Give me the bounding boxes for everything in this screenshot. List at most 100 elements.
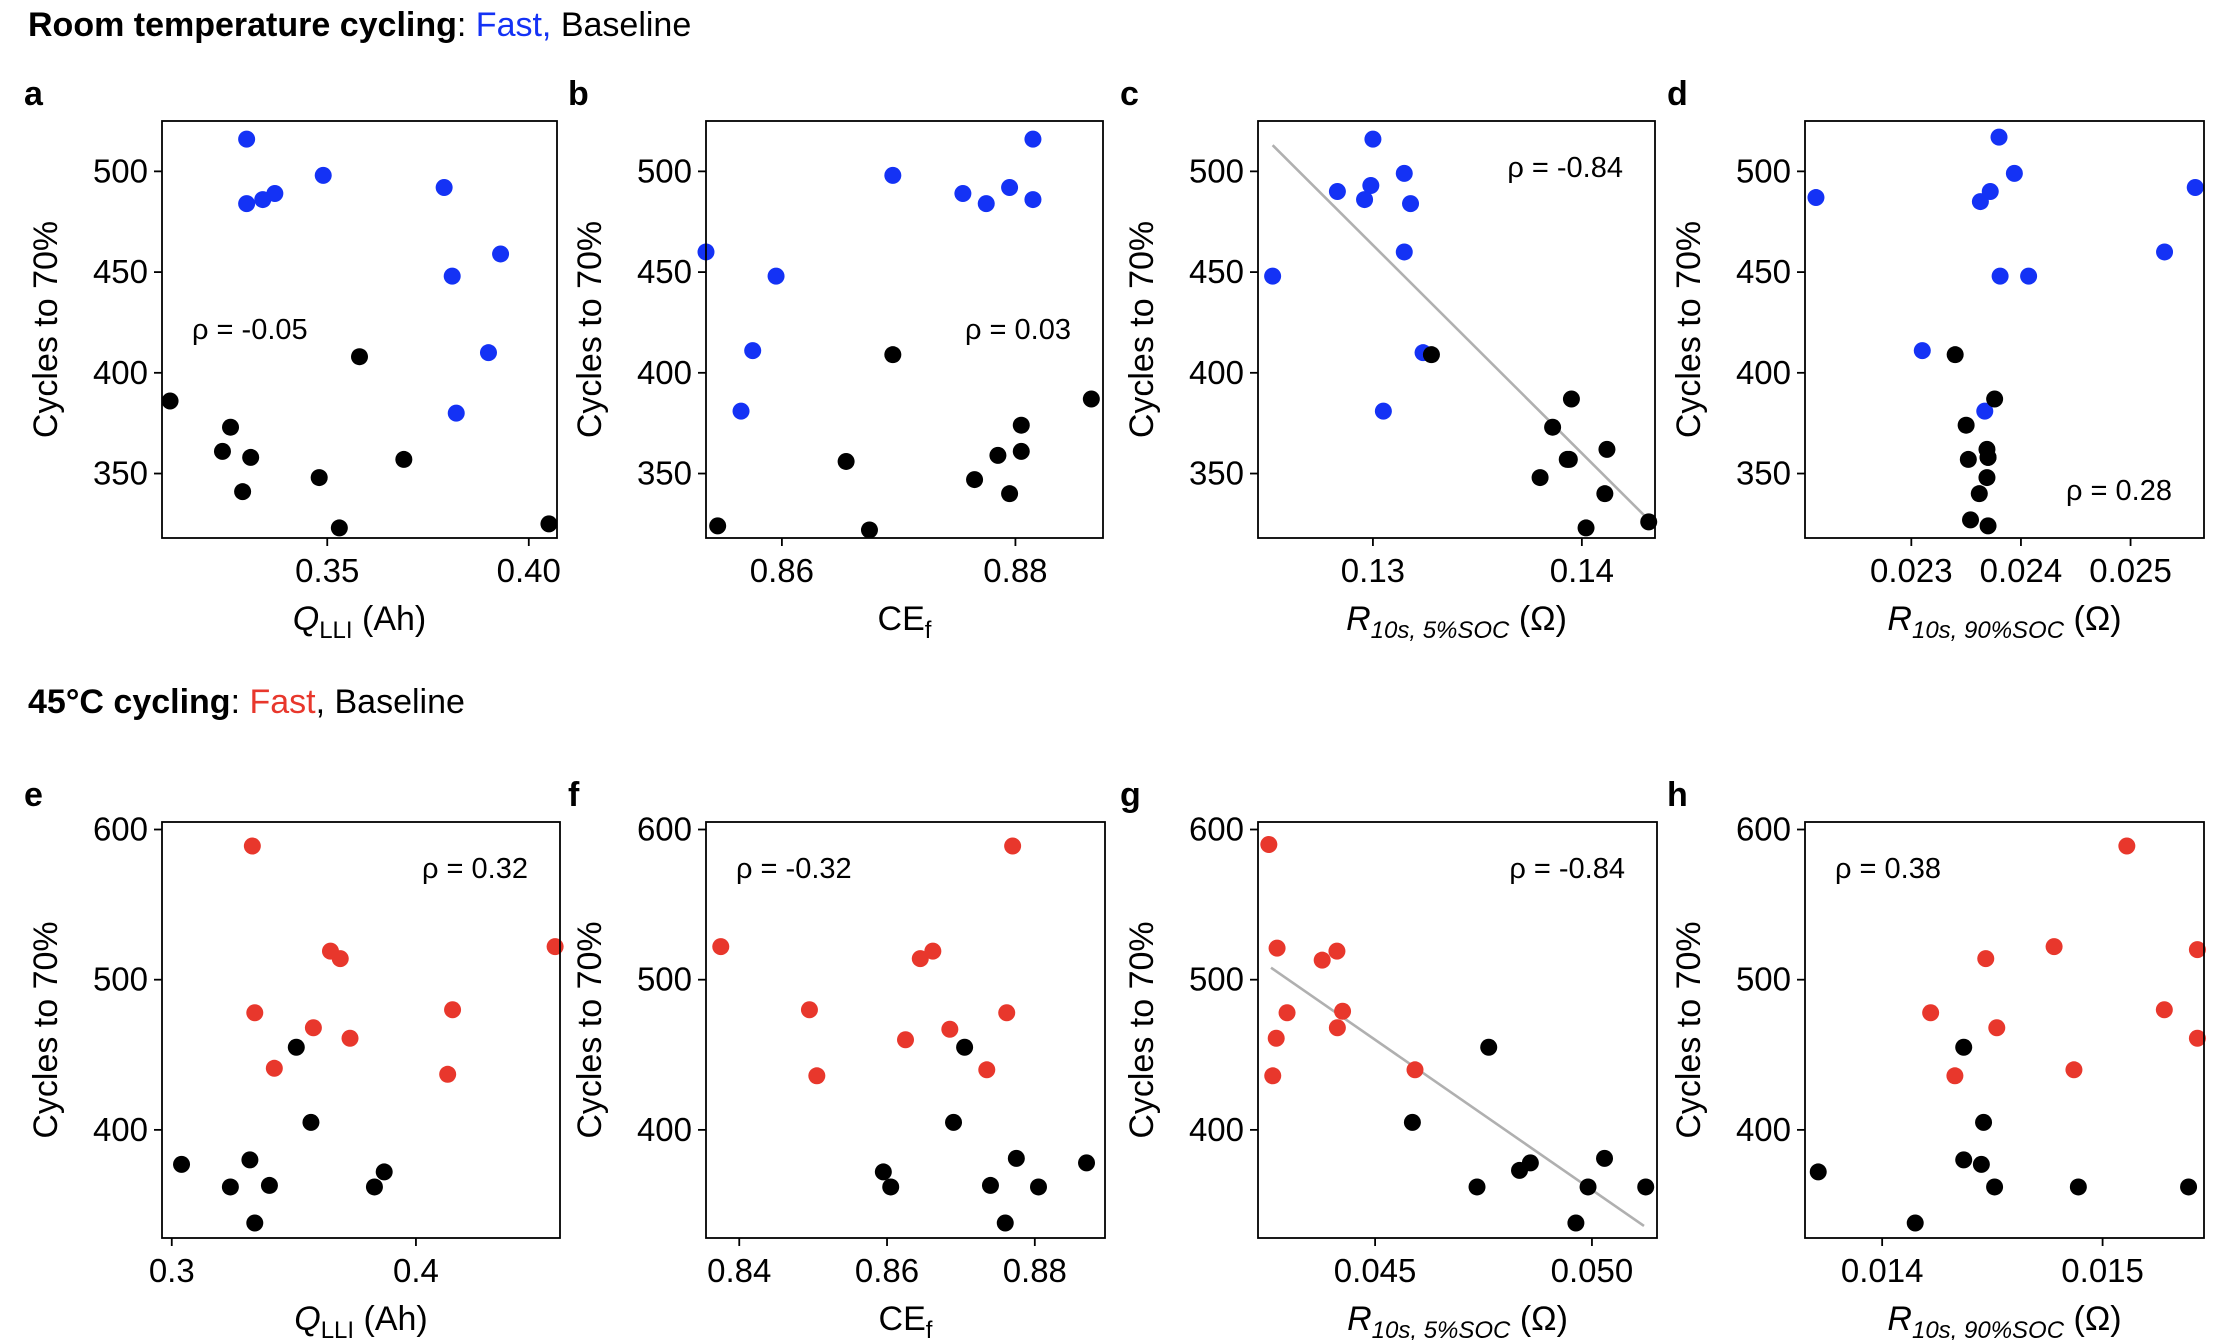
y-axis-label: Cycles to 70%	[1670, 921, 1708, 1138]
point-baseline	[989, 446, 1007, 464]
point-fast	[492, 245, 510, 263]
point-fast	[546, 938, 564, 956]
panel-a: a 350 400 450 500 0.35 0.40 Cycles to 70% QLLI (…	[24, 75, 561, 644]
y-tick-label: 400	[1189, 354, 1244, 391]
panel-e: e 400 500 600 0.3 0.4 Cycles to 70% QLLI (Ah) ρ …	[24, 776, 564, 1340]
y-tick-label: 500	[1736, 152, 1791, 189]
point-fast	[439, 1065, 457, 1083]
y-tick-label: 350	[1189, 455, 1244, 492]
point-baseline	[1955, 1151, 1973, 1169]
point-fast	[2188, 1029, 2206, 1047]
point-fast	[767, 267, 785, 285]
point-baseline	[242, 448, 260, 466]
point-baseline	[330, 519, 348, 537]
x-axis-label: R10s, 5%SOC (Ω)	[1346, 600, 1567, 644]
point-baseline	[1959, 450, 1977, 468]
point-baseline	[1078, 1154, 1096, 1172]
y-tick-label: 400	[637, 354, 692, 391]
y-tick-label: 500	[1189, 961, 1244, 998]
correlation-annotation: ρ = -0.84	[1507, 152, 1623, 184]
point-fast	[1328, 942, 1346, 960]
y-axis-label: Cycles to 70%	[1670, 221, 1708, 438]
point-fast	[2188, 941, 2206, 959]
row-title-room-temperature: Room temperature cycling: Fast, Baseline	[28, 6, 691, 45]
x-axis-label-main: R	[1347, 1300, 1372, 1338]
point-baseline	[161, 392, 179, 410]
x-axis-label-subscript: LLI	[319, 617, 352, 644]
point-fast	[884, 166, 902, 184]
x-axis-label-subscript: 10s, 5%SOC	[1371, 617, 1510, 644]
correlation-annotation: ρ = -0.84	[1509, 853, 1625, 885]
point-fast	[331, 950, 349, 968]
x-axis-label: R10s, 5%SOC (Ω)	[1347, 1300, 1568, 1340]
axes-frame	[1257, 120, 1656, 539]
y-tick-label: 400	[93, 354, 148, 391]
point-baseline	[1468, 1178, 1486, 1196]
point-baseline	[1531, 469, 1549, 487]
x-axis-label: R10s, 90%SOC (Ω)	[1887, 600, 2121, 644]
x-tick-label: 0.88	[983, 552, 1047, 589]
x-tick-label: 0.84	[707, 1252, 771, 1289]
point-fast	[1334, 1002, 1352, 1020]
y-tick-label: 500	[1189, 152, 1244, 189]
point-baseline	[1480, 1038, 1498, 1056]
point-baseline	[234, 483, 252, 501]
y-tick-label: 600	[637, 811, 692, 848]
y-axis-label: Cycles to 70%	[571, 221, 609, 438]
point-fast	[447, 404, 465, 422]
point-baseline	[1082, 390, 1100, 408]
point-fast	[479, 344, 497, 362]
point-baseline	[1986, 1178, 2004, 1196]
y-tick-label: 500	[93, 961, 148, 998]
y-tick-label: 600	[1189, 811, 1244, 848]
point-baseline	[173, 1155, 191, 1173]
point-baseline	[1957, 416, 1975, 434]
y-tick-label: 400	[1736, 1111, 1791, 1148]
x-tick-label: 0.014	[1841, 1252, 1924, 1289]
y-tick-label: 450	[1736, 253, 1791, 290]
point-fast	[1976, 402, 1994, 420]
x-tick-label: 0.050	[1551, 1252, 1634, 1289]
y-tick-label: 600	[1736, 811, 1791, 848]
point-baseline	[874, 1163, 892, 1181]
axes-frame	[705, 821, 1106, 1239]
point-fast	[1278, 1004, 1296, 1022]
x-axis-label-main: CE	[879, 1300, 926, 1338]
panel-letter: g	[1120, 776, 1141, 814]
point-fast	[1991, 267, 2009, 285]
point-fast	[443, 267, 461, 285]
y-tick-label: 500	[637, 152, 692, 189]
point-baseline	[1946, 346, 1964, 364]
correlation-annotation: ρ = 0.03	[965, 314, 1071, 346]
point-fast	[1001, 178, 1019, 196]
point-baseline	[1975, 1113, 1993, 1131]
x-tick-label: 0.3	[149, 1252, 195, 1289]
correlation-annotation: ρ = -0.32	[736, 853, 852, 885]
point-baseline	[1012, 442, 1030, 460]
point-fast	[246, 1004, 264, 1022]
x-axis-label-main: Q	[293, 600, 319, 638]
row-title-45c: 45°C cycling: Fast, Baseline	[28, 683, 465, 722]
panel-letter: a	[24, 75, 44, 113]
x-tick-label: 0.13	[1341, 552, 1405, 589]
x-tick-label: 0.4	[393, 1252, 439, 1289]
x-axis-label-unit: (Ah)	[354, 1300, 428, 1338]
point-baseline	[375, 1163, 393, 1181]
point-fast	[1395, 243, 1413, 261]
legend-fast-label: Fast,	[475, 6, 552, 44]
point-baseline	[884, 346, 902, 364]
point-baseline	[1596, 1149, 1614, 1167]
y-tick-label: 500	[93, 152, 148, 189]
panel-letter: h	[1667, 776, 1688, 814]
point-fast	[1981, 183, 1999, 201]
x-axis-label-main: R	[1887, 600, 1912, 638]
point-fast	[1264, 1067, 1282, 1085]
point-fast	[1356, 191, 1374, 209]
point-fast	[341, 1029, 359, 1047]
correlation-annotation: ρ = 0.38	[1835, 853, 1941, 885]
x-axis-label: CEf	[879, 1300, 933, 1340]
point-fast	[1024, 130, 1042, 148]
point-fast	[1395, 164, 1413, 182]
point-fast	[998, 1004, 1016, 1022]
y-axis-label: Cycles to 70%	[1123, 921, 1161, 1138]
